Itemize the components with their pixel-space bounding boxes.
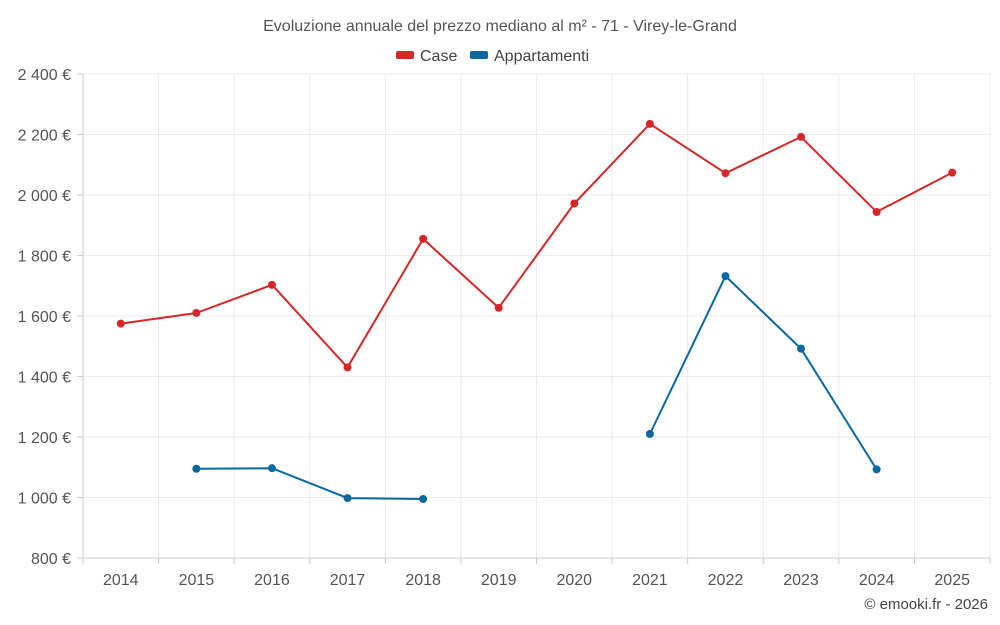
y-tick-label: 2 400 € bbox=[18, 67, 71, 84]
series-line bbox=[196, 467, 424, 500]
x-tick-label: 2020 bbox=[556, 572, 592, 589]
legend-item-0[interactable]: Case bbox=[396, 48, 457, 65]
data-point[interactable] bbox=[343, 494, 352, 503]
grid-lines bbox=[82, 73, 991, 558]
x-tick-label: 2014 bbox=[103, 572, 139, 589]
data-point[interactable] bbox=[192, 308, 201, 317]
data-point[interactable] bbox=[948, 168, 957, 177]
y-tick-label: 1 400 € bbox=[18, 370, 71, 387]
series-case bbox=[116, 119, 957, 372]
data-point[interactable] bbox=[797, 132, 806, 141]
data-point[interactable] bbox=[419, 495, 428, 504]
series-layer bbox=[116, 119, 957, 504]
y-tick-label: 1 200 € bbox=[18, 430, 71, 447]
x-tick-label: 2017 bbox=[330, 572, 366, 589]
data-point[interactable] bbox=[872, 465, 881, 474]
data-point[interactable] bbox=[267, 464, 276, 473]
data-point[interactable] bbox=[645, 429, 654, 438]
data-point[interactable] bbox=[645, 119, 654, 128]
data-point[interactable] bbox=[343, 363, 352, 372]
x-tick-label: 2024 bbox=[859, 572, 895, 589]
data-point[interactable] bbox=[797, 344, 806, 353]
y-tick-label: 2 200 € bbox=[18, 128, 71, 145]
chart-title: Evoluzione annuale del prezzo mediano al… bbox=[263, 18, 737, 35]
series-line bbox=[648, 275, 878, 470]
legend-swatch bbox=[396, 51, 414, 59]
data-point[interactable] bbox=[192, 464, 201, 473]
data-point[interactable] bbox=[570, 199, 579, 208]
credit-text: © emooki.fr - 2026 bbox=[864, 596, 988, 613]
data-point[interactable] bbox=[494, 303, 503, 312]
series-line bbox=[120, 122, 953, 369]
x-tick-label: 2015 bbox=[179, 572, 215, 589]
axes: 800 € 1 000 € 1 200 € 1 400 € 1 600 € 1 800 €… bbox=[18, 67, 991, 589]
data-point[interactable] bbox=[872, 207, 881, 216]
data-point[interactable] bbox=[116, 319, 125, 328]
x-tick-label: 2022 bbox=[708, 572, 744, 589]
legend-swatch bbox=[470, 51, 488, 59]
x-tick-label: 2021 bbox=[632, 572, 668, 589]
y-tick-label: 1 600 € bbox=[18, 309, 71, 326]
y-tick-label: 2 000 € bbox=[18, 188, 71, 205]
y-tick-label: 1 000 € bbox=[18, 491, 71, 508]
y-tick-label: 800 € bbox=[31, 551, 71, 568]
x-tick-label: 2019 bbox=[481, 572, 517, 589]
legend-label: Appartamenti bbox=[494, 48, 589, 65]
legend[interactable]: Case Appartamenti bbox=[396, 48, 589, 65]
series-appartamenti bbox=[192, 272, 881, 504]
y-tick-label: 1 800 € bbox=[18, 249, 71, 266]
x-tick-label: 2023 bbox=[783, 572, 819, 589]
data-point[interactable] bbox=[721, 169, 730, 178]
data-point[interactable] bbox=[721, 272, 730, 281]
legend-item-1[interactable]: Appartamenti bbox=[470, 48, 589, 65]
legend-label: Case bbox=[420, 48, 457, 65]
data-point[interactable] bbox=[419, 234, 428, 243]
x-tick-label: 2025 bbox=[934, 572, 970, 589]
x-tick-label: 2016 bbox=[254, 572, 290, 589]
data-point[interactable] bbox=[267, 280, 276, 289]
x-tick-label: 2018 bbox=[405, 572, 441, 589]
